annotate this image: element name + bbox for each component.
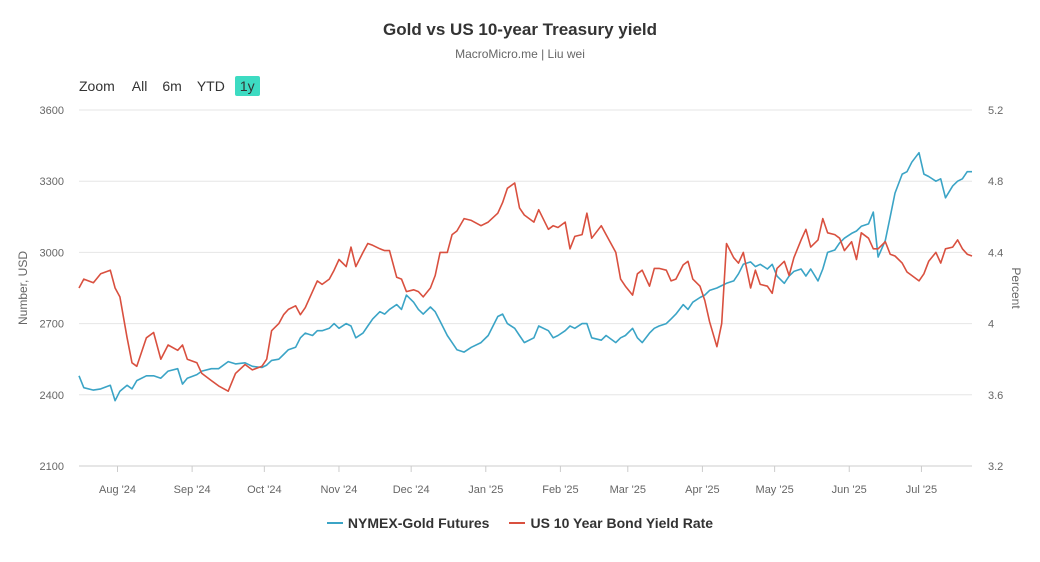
x-tick-label: May '25 [756, 484, 794, 496]
zoom-6m-button[interactable]: 6m [162, 78, 182, 94]
y-right-tick-label: 4.4 [988, 247, 1003, 259]
legend-label-yield: US 10 Year Bond Yield Rate [530, 515, 714, 531]
y-left-tick-label: 3300 [40, 176, 64, 188]
x-tick-label: Dec '24 [393, 484, 430, 496]
x-tick-label: Jan '25 [468, 484, 503, 496]
y-left-tick-label: 2100 [40, 461, 64, 473]
zoom-toolbar: Zoom All 6m YTD 1y [79, 76, 265, 96]
x-tick-label: Mar '25 [610, 484, 646, 496]
legend-swatch-yield [509, 522, 526, 524]
y-left-tick-label: 3600 [40, 105, 64, 117]
y-right-tick-label: 4 [988, 319, 994, 331]
zoom-1y-button[interactable]: 1y [234, 76, 260, 96]
x-tick-label: Nov '24 [320, 484, 357, 496]
legend-item-yield[interactable]: US 10 Year Bond Yield Rate [509, 515, 713, 531]
x-tick-label: Sep '24 [174, 484, 211, 496]
axes: 2100 2400 2700 3000 3300 3600 3.2 3.6 4 4.4 4.8 5.2… [40, 105, 1004, 496]
x-tick-label: Aug '24 [99, 484, 136, 496]
chart-title: Gold vs US 10-year Treasury yield [382, 20, 658, 39]
y-left-tick-label: 2700 [40, 319, 64, 331]
x-tick-label: Apr '25 [685, 484, 720, 496]
zoom-all-button[interactable]: All [131, 78, 148, 94]
x-tick-label: Oct '24 [247, 484, 282, 496]
zoom-ytd-button[interactable]: YTD [196, 78, 225, 94]
legend-item-gold[interactable]: NYMEX-Gold Futures [326, 515, 490, 531]
bond-yield-line [78, 182, 973, 392]
y-right-tick-label: 5.2 [988, 105, 1003, 117]
y-right-tick-label: 3.2 [988, 461, 1003, 473]
chart-subtitle: MacroMicro.me | Liu wei [455, 47, 585, 61]
x-tick-label: Jun '25 [832, 484, 867, 496]
x-tick-label: Jul '25 [906, 484, 937, 496]
legend: NYMEX-Gold Futures US 10 Year Bond Yield… [0, 515, 1040, 531]
x-tick-label: Feb '25 [542, 484, 578, 496]
gold-futures-line [78, 151, 972, 402]
y-left-tick-label: 2400 [40, 390, 64, 402]
y-right-tick-label: 3.6 [988, 390, 1003, 402]
grid-lines [79, 109, 972, 467]
legend-label-gold: NYMEX-Gold Futures [347, 515, 490, 531]
zoom-label: Zoom [79, 78, 115, 94]
y-left-tick-label: 3000 [40, 247, 64, 259]
y-right-tick-label: 4.8 [988, 176, 1003, 188]
series-lines [78, 151, 973, 402]
legend-swatch-gold [326, 522, 343, 524]
